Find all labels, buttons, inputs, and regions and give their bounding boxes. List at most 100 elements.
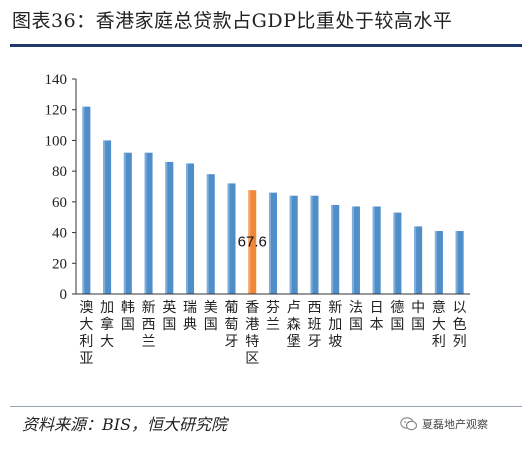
x-tick-label: 芬 [266,300,280,316]
x-tick-label: 新 [328,300,342,316]
x-tick-label: 利 [432,334,446,350]
x-tick-label: 兰 [142,334,156,350]
bar-highlight-edge [310,195,313,294]
x-tick-label: 国 [349,317,363,333]
y-axis: 0 20 40 60 80 100 120 140 [45,72,77,303]
y-tick-label: 60 [52,195,67,211]
x-tick-label: 大 [79,317,93,333]
bar [123,152,132,294]
x-tick-label: 国 [411,317,425,333]
x-tick-label: 利 [79,334,93,350]
data-labels: 67.6 [238,234,267,251]
bar [372,206,381,294]
bar-highlight-edge [372,206,375,294]
y-tick-label: 80 [52,164,67,180]
x-tick-label: 班 [307,317,321,333]
bar [455,231,464,294]
x-tick-label: 新 [142,300,156,316]
x-tick-label: 香 [245,300,259,316]
title-divider [10,44,522,47]
y-tick-label: 140 [45,72,68,88]
bar-highlight-edge [351,206,354,294]
x-tick-label: 国 [204,317,218,333]
bar-highlight-edge [289,195,292,294]
bar [351,206,360,294]
bar [248,190,257,294]
x-tick-label: 韩 [121,300,135,316]
x-tick-label: 德 [390,300,404,316]
bar-highlight-edge [455,231,458,294]
bar-highlight-edge [248,190,251,294]
x-tick-label: 堡 [287,334,301,350]
x-tick-label: 国 [121,317,135,333]
bar-highlight-edge [82,106,85,295]
bar-highlight-edge [165,161,168,294]
chart-title: 图表36：香港家庭总贷款占GDP比重处于较高水平 [12,10,453,32]
bar-highlight-edge [186,163,189,294]
x-tick-label: 加 [328,317,342,333]
data-label: 67.6 [238,234,267,251]
x-tick-label: 加 [100,300,114,316]
x-tick-label: 本 [370,317,384,333]
x-tick-label: 列 [453,334,467,350]
bar [206,174,215,294]
bar [310,195,319,294]
bar [186,163,195,294]
x-tick-label: 萄 [225,317,239,333]
x-tick-label: 卢 [287,300,301,316]
bar-highlight-edge [123,152,126,294]
x-tick-label: 法 [349,300,363,316]
bar [414,226,423,294]
bar-highlight-edge [144,152,147,294]
bar-highlight-edge [414,226,417,294]
bar [331,204,340,294]
x-tick-label: 牙 [307,334,321,350]
bar-highlight-edge [227,183,230,294]
bars [82,106,464,295]
bar [144,152,153,294]
bar [82,106,91,295]
watermark: 夏磊地产观察 [400,416,488,432]
x-tick-label: 坡 [328,334,342,350]
x-tick-label: 大 [432,317,446,333]
x-tick-label: 区 [245,351,259,367]
bar-highlight-edge [206,174,209,294]
x-tick-label: 亚 [79,351,93,367]
x-tick-label: 森 [287,317,301,333]
x-tick-label: 英 [162,299,176,316]
x-axis: 澳大利亚加拿大韩国新西兰英国瑞典美国葡萄牙香港特区芬兰卢森堡西班牙新加坡法国日本… [76,293,470,367]
footer-divider [10,406,522,407]
bar-highlight-edge [393,212,396,294]
x-tick-label: 以 [453,300,467,316]
x-tick-label: 西 [142,317,156,333]
bar-highlight-edge [331,204,334,294]
x-tick-label: 葡 [225,300,239,316]
x-tick-label: 西 [307,300,321,316]
bar-highlight-edge [103,140,106,294]
bar [103,140,112,294]
y-tick-label: 20 [52,256,67,272]
y-tick-label: 0 [60,287,68,303]
x-tick-label: 澳 [79,300,93,316]
x-tick-label: 拿 [100,316,114,333]
bar [165,161,174,294]
x-tick-label: 意 [432,299,446,316]
source-note: 资料来源：BIS，恒大研究院 [22,415,228,434]
wechat-icon [400,416,418,432]
x-tick-label: 中 [411,300,425,316]
bar [269,192,277,294]
x-tick-label: 典 [183,317,197,333]
x-tick-label: 日 [370,300,384,316]
x-tick-label: 美 [204,300,218,316]
bar [393,212,402,294]
x-tick-label: 瑞 [183,300,197,316]
y-tick-label: 120 [45,103,68,119]
y-tick-label: 100 [45,133,68,149]
x-tick-label: 色 [453,316,467,333]
x-tick-label: 大 [100,334,114,350]
bar-highlight-edge [269,192,271,294]
watermark-text: 夏磊地产观察 [422,418,488,431]
bar [289,195,298,294]
x-tick-label: 特 [245,334,259,350]
